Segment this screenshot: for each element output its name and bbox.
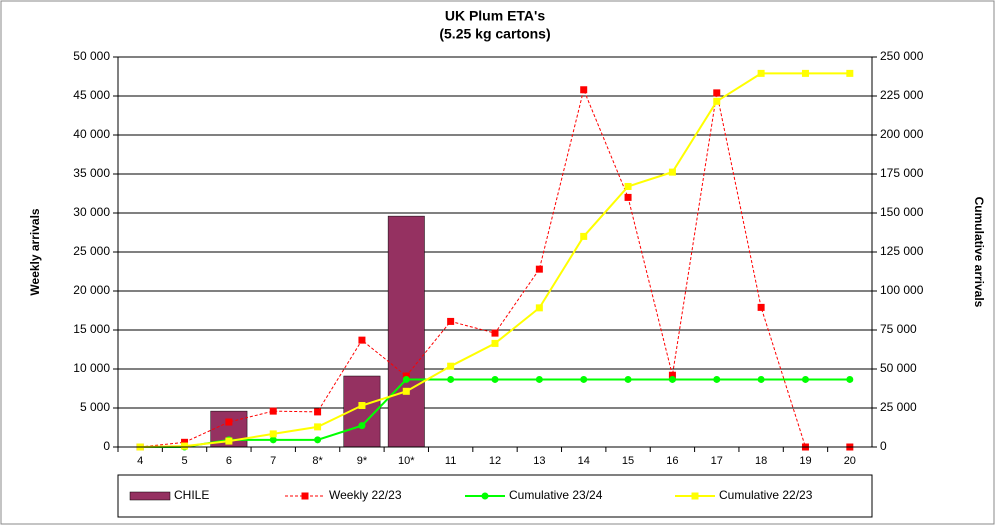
- x-tick-label: 6: [226, 455, 232, 467]
- y-tick-label: 15 000: [73, 322, 110, 336]
- x-tick-label: 17: [711, 455, 723, 467]
- point: [668, 375, 676, 383]
- y2-tick-label: 250 000: [880, 49, 924, 63]
- legend-swatch: [129, 491, 171, 501]
- y2-tick-label: 125 000: [880, 244, 924, 258]
- point: [358, 402, 366, 410]
- chart-subtitle: (5.25 kg cartons): [439, 26, 550, 42]
- y-tick-label: 35 000: [73, 166, 110, 180]
- legend-label: Weekly 22/23: [329, 488, 402, 502]
- point: [535, 265, 543, 273]
- point: [757, 303, 765, 311]
- legend-label: CHILE: [174, 488, 209, 502]
- x-tick-label: 7: [270, 455, 276, 467]
- legend-marker: [481, 492, 489, 500]
- point: [358, 336, 366, 344]
- x-tick-label: 19: [799, 455, 811, 467]
- x-tick-label: 8*: [312, 455, 323, 467]
- y-tick-label: 45 000: [73, 88, 110, 102]
- point: [269, 407, 277, 415]
- chart-title: UK Plum ETA's: [445, 8, 546, 24]
- point: [314, 423, 322, 431]
- x-tick-label: 16: [666, 455, 678, 467]
- point: [713, 375, 721, 383]
- point: [624, 182, 632, 190]
- y2-tick-label: 75 000: [880, 322, 917, 336]
- point: [713, 89, 721, 97]
- point: [668, 371, 676, 379]
- y2-axis-label: Cumulative arrivals: [972, 197, 986, 308]
- x-tick-label: 4: [137, 455, 143, 467]
- y-tick-label: 0: [103, 439, 110, 453]
- x-tick-label: 18: [755, 455, 767, 467]
- y2-tick-label: 0: [880, 439, 887, 453]
- x-tick-label: 9*: [357, 455, 368, 467]
- point: [757, 69, 765, 77]
- y-tick-label: 10 000: [73, 361, 110, 375]
- point: [580, 375, 588, 383]
- point: [491, 329, 499, 337]
- x-tick-label: 15: [622, 455, 634, 467]
- point: [535, 304, 543, 312]
- y-tick-label: 30 000: [73, 205, 110, 219]
- point: [447, 362, 455, 370]
- point: [314, 436, 322, 444]
- point: [447, 317, 455, 325]
- point: [535, 375, 543, 383]
- y2-tick-label: 25 000: [880, 400, 917, 414]
- y2-tick-label: 100 000: [880, 283, 924, 297]
- point: [314, 408, 322, 416]
- y-tick-label: 25 000: [73, 244, 110, 258]
- point: [846, 375, 854, 383]
- point: [402, 387, 410, 395]
- legend-marker: [691, 492, 699, 500]
- point: [269, 436, 277, 444]
- point: [225, 437, 233, 445]
- y-tick-label: 5 000: [80, 400, 110, 414]
- point: [801, 69, 809, 77]
- y-tick-label: 50 000: [73, 49, 110, 63]
- point: [580, 86, 588, 94]
- point: [580, 232, 588, 240]
- point: [624, 375, 632, 383]
- bar: [387, 215, 425, 448]
- y2-tick-label: 175 000: [880, 166, 924, 180]
- x-tick-label: 14: [578, 455, 590, 467]
- point: [713, 97, 721, 105]
- x-tick-label: 12: [489, 455, 501, 467]
- y-tick-label: 20 000: [73, 283, 110, 297]
- legend-box: [117, 474, 873, 518]
- point: [801, 375, 809, 383]
- y-tick-label: 40 000: [73, 127, 110, 141]
- point: [447, 375, 455, 383]
- point: [757, 375, 765, 383]
- point: [181, 442, 189, 450]
- y2-tick-label: 225 000: [880, 88, 924, 102]
- point: [269, 430, 277, 438]
- point: [846, 69, 854, 77]
- legend-label: Cumulative 22/23: [719, 488, 813, 502]
- legend-label: Cumulative 23/24: [509, 488, 603, 502]
- x-tick-label: 11: [445, 455, 456, 467]
- x-tick-label: 10*: [398, 455, 415, 467]
- x-tick-label: 20: [844, 455, 856, 467]
- x-tick-label: 13: [533, 455, 545, 467]
- point: [225, 418, 233, 426]
- y2-tick-label: 200 000: [880, 127, 924, 141]
- point: [491, 339, 499, 347]
- point: [181, 438, 189, 446]
- y-axis-label: Weekly arrivals: [28, 208, 42, 296]
- point: [358, 422, 366, 430]
- point: [624, 193, 632, 201]
- point: [668, 168, 676, 176]
- point: [491, 375, 499, 383]
- legend-marker: [301, 492, 309, 500]
- point: [402, 375, 410, 383]
- y2-tick-label: 50 000: [880, 361, 917, 375]
- x-tick-label: 5: [181, 455, 187, 467]
- y2-tick-label: 150 000: [880, 205, 924, 219]
